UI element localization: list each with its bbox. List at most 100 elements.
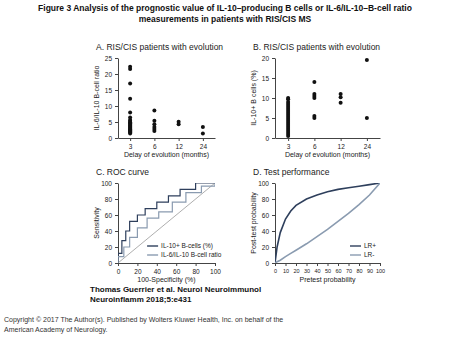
tick-mark	[115, 106, 118, 107]
axis-line	[275, 59, 276, 139]
x-axis-title: Pretest probability	[299, 276, 356, 284]
tick-label: 20	[262, 244, 270, 251]
tick-mark	[338, 263, 339, 266]
point	[152, 119, 156, 123]
x-tick: 6	[313, 138, 317, 150]
point	[312, 96, 316, 100]
tick-label: 100	[258, 180, 269, 187]
x-tick: 60	[173, 263, 181, 275]
tick-mark	[157, 263, 158, 266]
y-tick: 5	[108, 119, 118, 126]
legend-swatch	[350, 254, 361, 255]
tick-mark	[272, 58, 275, 59]
tick-label: 60	[262, 212, 270, 219]
tick-mark	[272, 183, 275, 184]
panel-title: A. RIS/CIS patients with evolution	[96, 42, 223, 52]
legend-label: LR-	[364, 251, 374, 258]
legend-swatch	[350, 245, 361, 246]
tick-mark	[130, 138, 131, 141]
y-tick: 0	[108, 135, 118, 142]
tick-label: 12	[338, 143, 346, 150]
y-tick: 20	[262, 55, 275, 62]
tick-mark	[179, 138, 180, 141]
y-tick: 100	[101, 180, 118, 187]
tick-mark	[203, 138, 204, 141]
tick-mark	[118, 263, 119, 266]
axis-line	[119, 138, 216, 139]
tick-mark	[272, 247, 275, 248]
tick-label: 10	[105, 103, 113, 110]
panel-title: C. ROC curve	[96, 167, 149, 177]
axis-line	[276, 138, 381, 139]
tick-mark	[349, 263, 350, 266]
point	[128, 82, 132, 86]
tick-label: 20	[293, 268, 299, 274]
tick-label: 100	[376, 268, 385, 274]
panel-title: D. Test performance	[253, 167, 330, 177]
plot-area	[286, 58, 369, 138]
tick-mark	[115, 247, 118, 248]
tick-label: 40	[154, 268, 162, 275]
tick-label: 20	[134, 268, 142, 275]
tick-mark	[272, 263, 275, 264]
x-tick: 0	[117, 263, 121, 275]
tick-mark	[314, 138, 315, 141]
y-axis: 020406080100	[258, 180, 275, 267]
tick-label: 0	[117, 268, 121, 275]
x-tick: 100	[210, 263, 221, 275]
tick-label: 20	[262, 55, 270, 62]
x-tick: 12	[338, 138, 346, 150]
series-line	[275, 183, 380, 263]
y-tick: 15	[262, 75, 275, 82]
tick-label: 100	[101, 180, 112, 187]
tick-mark	[272, 231, 275, 232]
tick-mark	[272, 118, 275, 119]
y-axis: 05101520	[262, 55, 276, 142]
x-axis-title: Delay of evolution (months)	[124, 151, 209, 159]
tick-label: 15	[105, 87, 113, 94]
point	[312, 116, 316, 120]
legend-label: IL-10+ B-cells (%)	[161, 242, 213, 250]
x-tick: 12	[176, 138, 184, 150]
axis-line	[119, 263, 216, 264]
panel: C. ROC curve020406080100020406080100100-…	[93, 167, 222, 284]
point	[152, 108, 156, 112]
x-tick: 80	[192, 263, 200, 275]
tick-mark	[272, 78, 275, 79]
figure-title: Figure 3 Analysis of the prognostic valu…	[38, 3, 412, 13]
tick-mark	[272, 98, 275, 99]
x-tick: 60	[335, 263, 341, 274]
tick-mark	[286, 263, 287, 266]
y-tick: 20	[105, 71, 118, 78]
tick-label: 80	[356, 268, 362, 274]
tick-mark	[115, 183, 118, 184]
y-tick: 100	[258, 180, 275, 187]
tick-mark	[176, 263, 177, 266]
x-tick: 80	[356, 263, 362, 274]
y-axis-title: IL-10+ B cells (%)	[250, 70, 258, 125]
figure-title: measurements in patients with RIS/CIS MS	[139, 14, 312, 24]
y-tick: 15	[105, 87, 118, 94]
tick-mark	[154, 138, 155, 141]
tick-label: 40	[105, 228, 113, 235]
x-tick: 100	[376, 263, 385, 274]
x-tick: 3	[129, 138, 133, 150]
point	[177, 122, 181, 126]
tick-label: 5	[265, 115, 269, 122]
tick-mark	[272, 199, 275, 200]
legend-label: LR+	[364, 242, 376, 249]
tick-label: 20	[105, 244, 113, 251]
point	[201, 125, 205, 129]
y-tick: 20	[262, 244, 275, 251]
y-axis: 0510152025	[105, 55, 119, 142]
y-axis-title: Post-test probability	[250, 192, 258, 254]
x-axis: 361224	[119, 138, 216, 150]
point	[128, 67, 132, 71]
axis-line	[118, 184, 119, 264]
tick-mark	[115, 58, 118, 59]
citation: Neuroinflamm 2018;5:e431	[90, 295, 192, 304]
tick-label: 20	[105, 71, 113, 78]
x-axis: 361224	[276, 138, 381, 150]
axis-line	[118, 59, 119, 139]
x-tick: 10	[283, 263, 289, 274]
